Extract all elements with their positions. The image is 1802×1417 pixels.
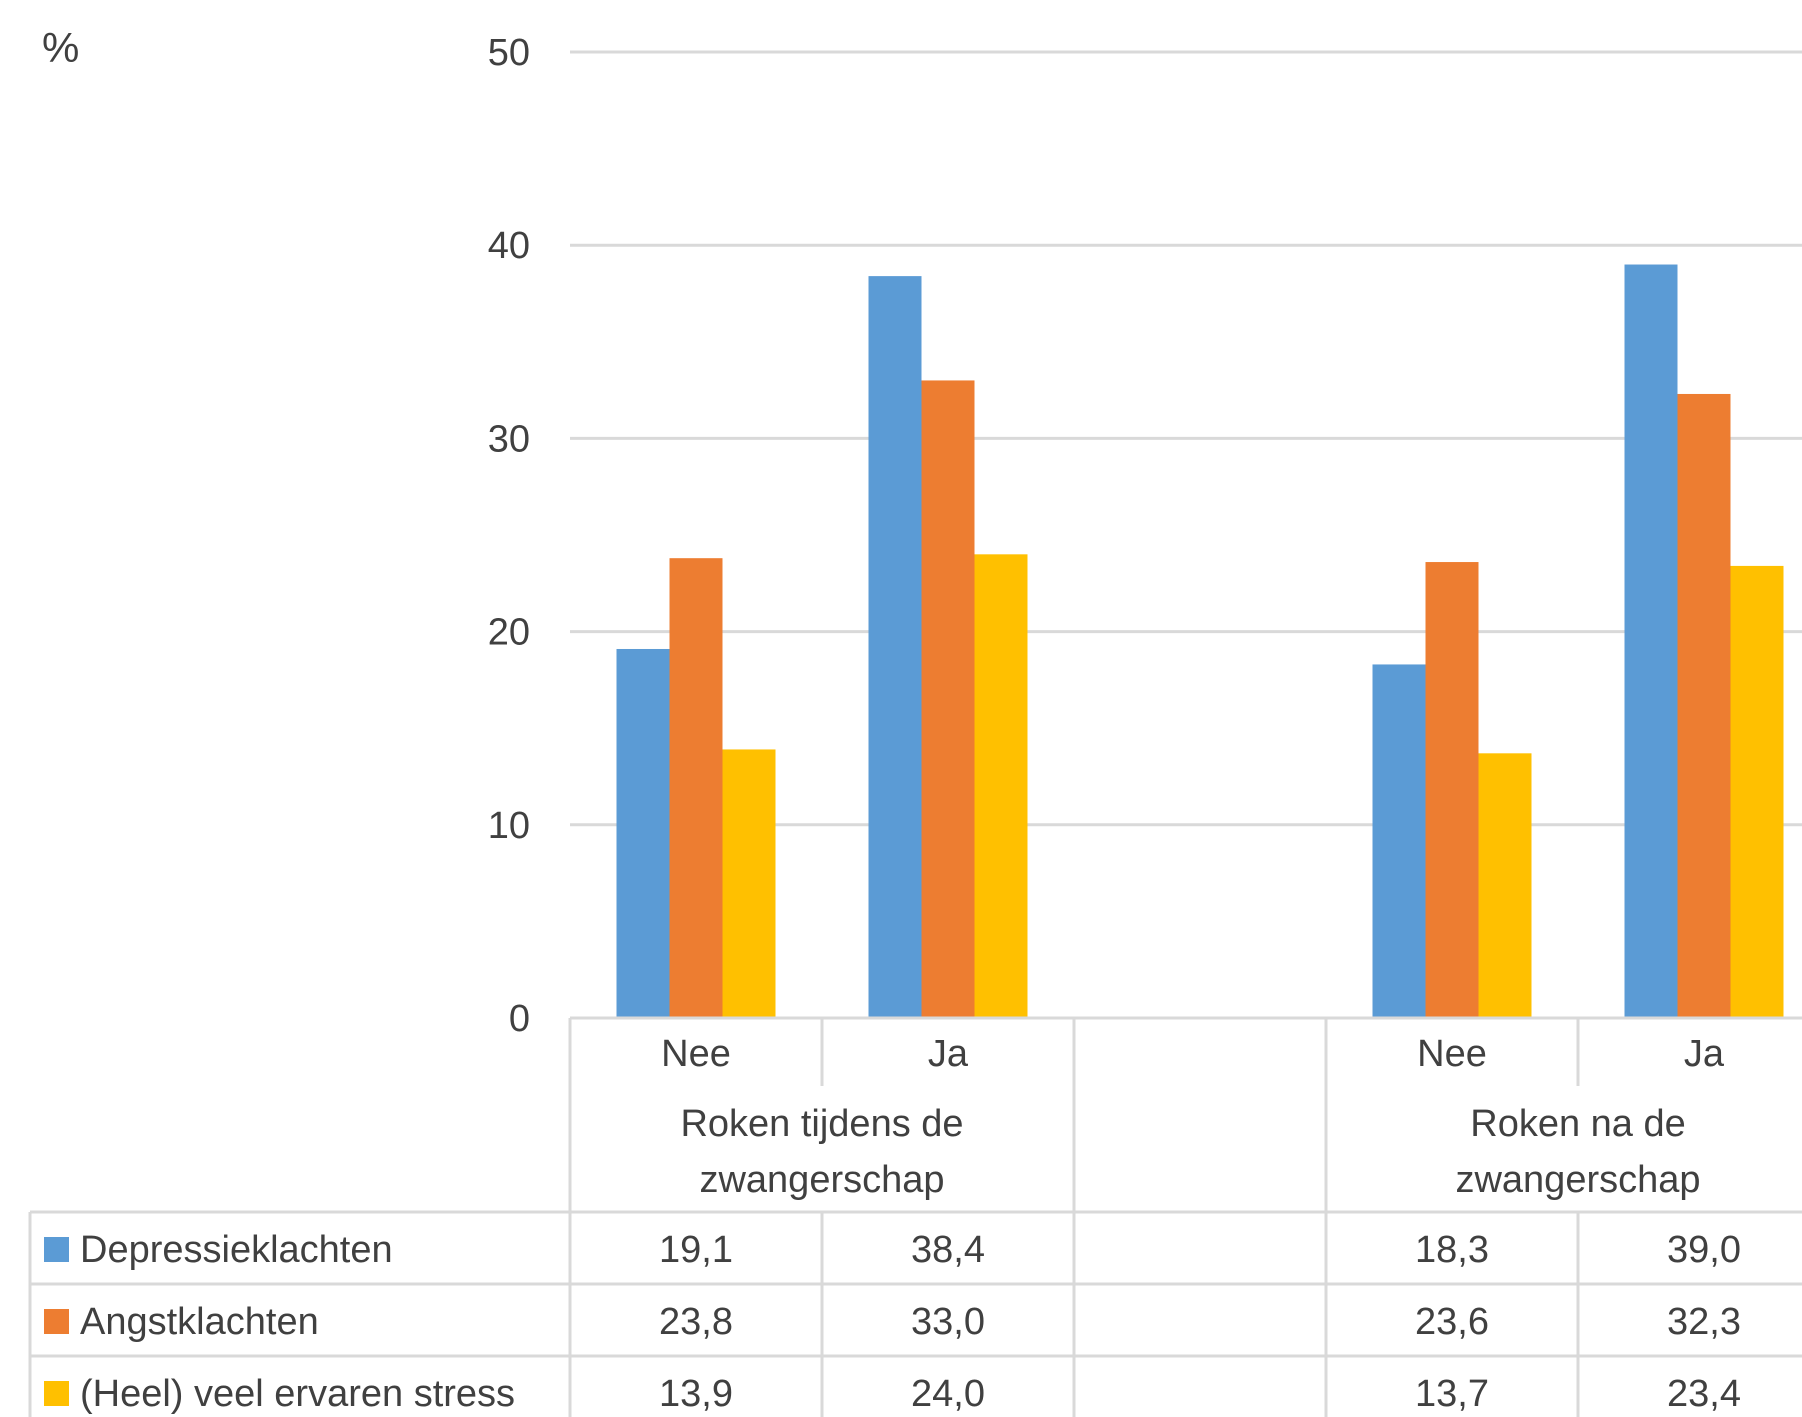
y-tick-label: 0 — [509, 998, 530, 1040]
bar — [1624, 264, 1678, 1018]
bar — [868, 276, 922, 1018]
bar — [722, 749, 776, 1018]
data-label: 18,3 — [1415, 1229, 1489, 1271]
x-group-label: zwangerschap — [1455, 1159, 1700, 1201]
data-label: 39,0 — [1667, 1229, 1741, 1271]
legend-swatch — [44, 1381, 69, 1406]
bar — [1425, 562, 1479, 1018]
y-tick-label: 40 — [488, 225, 530, 267]
legend-label: Depressieklachten — [80, 1229, 393, 1271]
x-category-label: Nee — [1417, 1033, 1487, 1075]
data-label: 33,0 — [911, 1301, 985, 1343]
bar — [974, 554, 1028, 1018]
data-table: Nee Ja Roken tijdens de zwangerschap Nee Ja Ro… — [28, 1016, 1802, 1417]
legend-label: (Heel) veel ervaren stress — [80, 1373, 515, 1415]
x-group-label: Roken na de — [1470, 1103, 1686, 1145]
data-label: 32,3 — [1667, 1301, 1741, 1343]
data-label: 13,9 — [659, 1373, 733, 1415]
y-axis-ticks: 0 10 20 30 40 50 — [488, 32, 530, 1040]
y-tick-label: 50 — [488, 32, 530, 74]
legend-swatch — [44, 1309, 69, 1334]
x-group-label: zwangerschap — [699, 1159, 944, 1201]
legend-swatch — [44, 1237, 69, 1262]
y-tick-label: 20 — [488, 612, 530, 654]
bar — [921, 380, 975, 1018]
gridlines — [570, 50, 1802, 827]
bar — [1730, 565, 1784, 1018]
x-category-label: Ja — [1684, 1033, 1725, 1075]
y-tick-label: 10 — [488, 805, 530, 847]
y-unit-label: % — [42, 24, 79, 71]
bar — [669, 558, 723, 1018]
x-category-label: Nee — [661, 1033, 731, 1075]
bar — [1677, 393, 1731, 1018]
y-tick-label: 30 — [488, 418, 530, 460]
data-label: 38,4 — [911, 1229, 985, 1271]
data-label: 23,4 — [1667, 1373, 1741, 1415]
data-label: 19,1 — [659, 1229, 733, 1271]
data-label: 13,7 — [1415, 1373, 1489, 1415]
bars — [616, 264, 1784, 1018]
bar — [1372, 664, 1426, 1018]
data-label: 23,8 — [659, 1301, 733, 1343]
x-category-label: Ja — [928, 1033, 969, 1075]
data-label: 23,6 — [1415, 1301, 1489, 1343]
data-label: 24,0 — [911, 1373, 985, 1415]
x-group-label: Roken tijdens de — [680, 1103, 963, 1145]
bar — [1478, 753, 1532, 1018]
bar — [616, 648, 670, 1018]
legend-label: Angstklachten — [80, 1301, 319, 1343]
